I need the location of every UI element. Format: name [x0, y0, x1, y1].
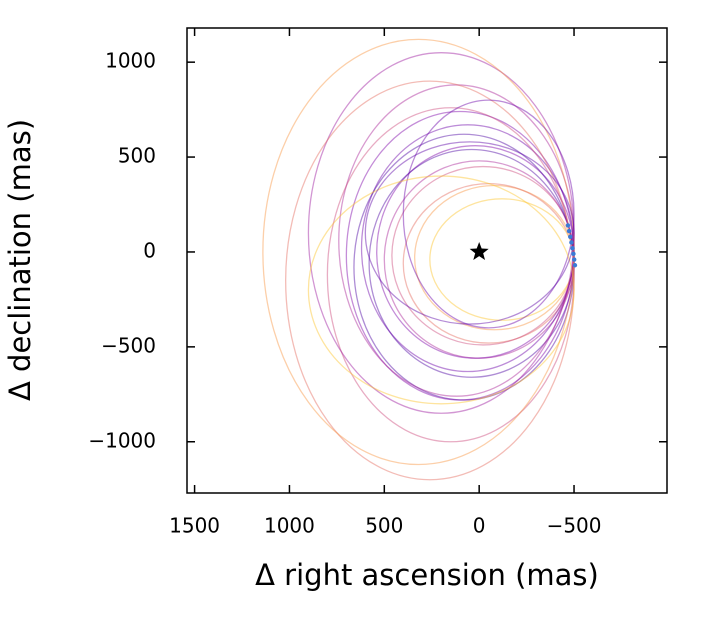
y-tick-label: −1000	[88, 428, 156, 452]
astrometry-point	[570, 245, 575, 251]
orbit	[285, 80, 575, 481]
x-tick-label: 1000	[264, 514, 315, 538]
orbit	[326, 107, 575, 443]
x-tick-label: −500	[547, 514, 602, 538]
astrometry-point	[566, 228, 572, 234]
plot-frame	[186, 27, 668, 494]
orbit	[402, 99, 575, 329]
y-tick-label: 500	[118, 144, 156, 168]
star	[469, 241, 489, 261]
orbit-group	[262, 38, 575, 481]
x-tick-label: 0	[473, 514, 486, 538]
orbit	[338, 84, 575, 397]
astrometry-point	[571, 251, 576, 257]
orbit	[353, 133, 575, 401]
orbit	[307, 175, 575, 405]
orbit	[364, 141, 575, 325]
astrometry-point	[572, 263, 578, 268]
astrometry-point	[572, 257, 577, 262]
y-tick-label: 0	[143, 238, 156, 262]
orbit	[429, 198, 575, 321]
x-tick-label: 1500	[169, 514, 220, 538]
astrometry-point	[565, 223, 571, 228]
orbit	[307, 52, 575, 414]
y-tick-label: 1000	[105, 49, 156, 73]
y-tick-label: −500	[101, 333, 156, 357]
y-axis-label: Δ declination (mas)	[3, 119, 37, 401]
x-tick-label: 500	[365, 514, 403, 538]
astrometry-point	[568, 234, 573, 239]
x-axis-label: Δ right ascension (mas)	[255, 558, 599, 592]
astrometry-point	[569, 240, 574, 245]
